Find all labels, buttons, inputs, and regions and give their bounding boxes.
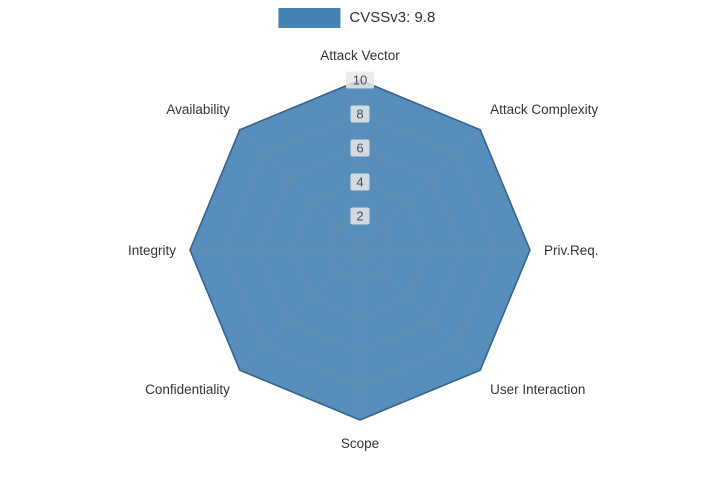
series-fill: [190, 80, 530, 420]
grid-ring-4: [291, 181, 429, 319]
radial-tick-label-10: 10: [353, 73, 367, 88]
axis-label-attack-complexity: Attack Complexity: [490, 102, 598, 117]
axis-spoke: [359, 129, 481, 251]
radial-tick-label-2: 2: [356, 209, 363, 224]
radial-tick-label-8: 8: [356, 107, 363, 122]
grid-ring-2: [325, 215, 395, 285]
axis-label-scope: Scope: [341, 436, 379, 451]
axis-label-availability: Availability: [166, 102, 230, 117]
legend[interactable]: CVSSv3: 9.8: [278, 8, 435, 28]
grid-ring-8: [223, 113, 497, 387]
radial-tick-label-4: 4: [356, 175, 363, 190]
radial-tick-bg-10: [346, 71, 374, 89]
radial-tick-bg-4: [350, 173, 370, 191]
axis-spoke: [239, 249, 361, 371]
axis-label-user-interaction: User Interaction: [490, 382, 585, 397]
axis-label-attack-vector: Attack Vector: [320, 48, 400, 63]
radial-tick-label-6: 6: [356, 141, 363, 156]
radial-tick-bg-2: [350, 207, 370, 225]
axis-label-integrity: Integrity: [128, 243, 176, 258]
axis-spoke: [359, 249, 481, 371]
legend-label: CVSSv3: 9.8: [349, 9, 436, 26]
axis-label-confidentiality: Confidentiality: [145, 382, 230, 397]
radial-tick-bg-6: [350, 139, 370, 157]
radial-tick-bg-8: [350, 105, 370, 123]
axis-label-priv-req-: Priv.Req.: [544, 243, 599, 258]
axis-spoke: [239, 129, 361, 251]
legend-swatch[interactable]: [278, 8, 341, 28]
series-outline: [189, 79, 531, 421]
grid-ring-6: [257, 147, 463, 353]
